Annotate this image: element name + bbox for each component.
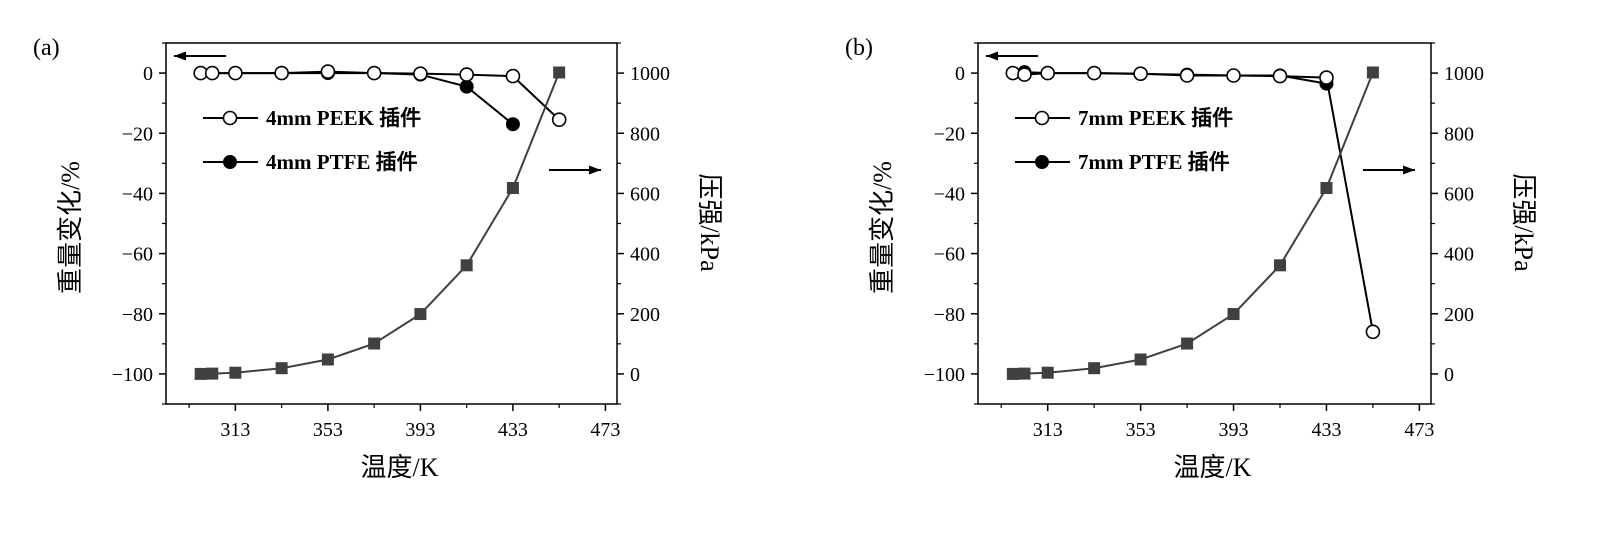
panel-b-label: (b)	[845, 35, 873, 61]
panel-b-series-3-point	[1041, 366, 1054, 379]
panel-a-x-tick-label: 353	[313, 419, 343, 441]
panel-a-y-right-axis-label: 压强/kPa	[695, 173, 724, 272]
panel-b-series-3-point	[1134, 353, 1147, 366]
panel-a-legend-label: 4mm PEEK 插件	[266, 106, 421, 130]
panel-b-y-right-tick-label: 600	[1444, 183, 1474, 205]
panel-a-y-right-tick-label: 400	[630, 244, 660, 266]
panel-b-y-right-tick-label: 1000	[1444, 63, 1484, 85]
panel-a-series-1-point	[459, 67, 474, 82]
panel-b-series-1-point	[1272, 68, 1288, 84]
panel-a-series-3-point	[206, 367, 219, 380]
panel-b-series-1-point	[1133, 66, 1148, 81]
panel-b-series-3-point	[1181, 337, 1194, 350]
panel-b-series-3-point	[1006, 367, 1019, 380]
panel-b-series-1-point	[1086, 65, 1102, 81]
panel-a-legend-marker	[223, 155, 237, 169]
panel-a-series-1-point	[366, 65, 382, 81]
panel-a-series-3-point	[321, 353, 334, 366]
panel-a-series-2-point	[459, 79, 474, 94]
panel-a-series-3-point	[194, 367, 207, 380]
panel-b-series-1-point	[1040, 65, 1055, 81]
panel-a-series-1-point	[505, 68, 521, 84]
panel-a-left-axis-arrow-head	[174, 51, 186, 61]
panel-a-right-axis-arrow-head	[589, 165, 601, 175]
panel-b-legend-marker	[1035, 155, 1049, 169]
panel-b-legend-label: 7mm PTFE 插件	[1078, 150, 1230, 174]
panel-a-series-1-point	[551, 112, 567, 128]
panel-a-y-left-tick-label: −20	[122, 123, 153, 145]
panel-b-x-tick-label: 353	[1126, 419, 1156, 441]
panel-b-y-left-axis-label: 重量变化/%	[868, 161, 897, 294]
panel-b-y-right-axis-label: 压强/kPa	[1509, 173, 1538, 272]
panel-b-y-left-tick-label: −80	[934, 304, 965, 326]
panel-a-y-left-tick-label: −60	[122, 244, 153, 266]
panel-a-series-3-point	[368, 337, 381, 350]
panel-b-series-3-point	[1088, 362, 1101, 375]
panel-b-series-1-point	[1226, 68, 1241, 83]
panel-a-y-right-tick-label: 800	[630, 123, 660, 145]
panel-b-series-1-point	[1319, 70, 1334, 85]
panel-b-series-3-point	[1274, 259, 1286, 272]
panel-a-y-left-tick-label: −80	[122, 304, 153, 326]
panel-b-y-left-tick-label: −60	[934, 244, 965, 266]
panel-b-y-right-tick-label: 200	[1444, 304, 1474, 326]
panel-a-y-right-tick-label: 600	[630, 183, 660, 205]
panel-b-series-1-point	[1017, 67, 1032, 82]
panel-a-label: (a)	[33, 35, 60, 61]
panel-b-x-tick-label: 473	[1404, 419, 1434, 441]
panel-a-y-right-tick-label: 200	[630, 304, 660, 326]
panel-a-series-3-point	[229, 366, 242, 379]
panel-a-series-1-point	[204, 65, 220, 81]
panel-b-left-axis-arrow-head	[986, 51, 998, 61]
panel-b-y-right-tick-label: 0	[1444, 364, 1454, 386]
panel-a-y-left-tick-label: −40	[122, 183, 153, 205]
panel-b-right-axis-arrow-head	[1403, 165, 1415, 175]
panel-a-legend-marker	[222, 110, 238, 126]
panel-b-x-tick-label: 433	[1311, 419, 1341, 441]
panel-b-x-tick-label: 393	[1219, 419, 1249, 441]
panel-b-x-axis-label: 温度/K	[1173, 453, 1251, 482]
panel-a-x-tick-label: 433	[498, 419, 528, 441]
panel-b-series-1-point	[1179, 68, 1195, 83]
panel-b-y-left-tick-label: 0	[955, 63, 965, 85]
panel-a-series-line-3	[200, 72, 561, 375]
panel-a-y-left-axis-label: 重量变化/%	[56, 161, 85, 294]
panel-a-y-left-tick-label: −100	[112, 364, 153, 386]
panel-b-series-3-point	[1018, 367, 1031, 380]
panel-a-x-tick-label: 473	[590, 419, 620, 441]
panel-a-series-3-point	[553, 66, 566, 79]
panel-a-x-tick-label: 393	[405, 419, 435, 441]
panel-a-x-axis-label: 温度/K	[360, 453, 438, 482]
panel-a-y-right-tick-label: 0	[630, 364, 640, 386]
panel-b-legend-marker	[1034, 110, 1050, 126]
panel-a-series-3-point	[414, 308, 427, 321]
panel-a-series-1-point	[320, 64, 336, 79]
panel-b-y-left-tick-label: −40	[934, 183, 965, 205]
panel-b-series-1-point	[1365, 324, 1381, 340]
panel-a-series-2-point	[505, 117, 520, 132]
panel-b-y-left-tick-label: −100	[924, 364, 965, 386]
panel-a-series-1-point	[413, 66, 428, 81]
panel-b-series-line-3	[1012, 72, 1374, 375]
panel-a-series-3-point	[506, 182, 519, 195]
panel-b-legend-label: 7mm PEEK 插件	[1078, 106, 1233, 130]
panel-b-y-right-tick-label: 800	[1444, 123, 1474, 145]
panel-b-y-right-tick-label: 400	[1444, 244, 1474, 266]
panel-b-series-3-point	[1320, 182, 1333, 195]
panel-a-y-left-tick-label: 0	[143, 63, 153, 85]
panel-b-series-3-point	[1366, 66, 1379, 79]
panel-a-series-3-point	[460, 259, 473, 272]
panel-a-x-tick-label: 313	[220, 419, 250, 441]
panel-a-series-1-point	[274, 65, 289, 81]
panel-b-series-3-point	[1227, 308, 1240, 321]
panel-a-series-3-point	[275, 362, 288, 375]
panel-a-y-right-tick-label: 1000	[630, 63, 670, 85]
panel-b-y-left-tick-label: −20	[934, 123, 965, 145]
panel-a-legend-label: 4mm PTFE 插件	[266, 150, 418, 174]
panel-b-x-tick-label: 313	[1033, 419, 1063, 441]
panel-a-series-1-point	[228, 65, 243, 81]
